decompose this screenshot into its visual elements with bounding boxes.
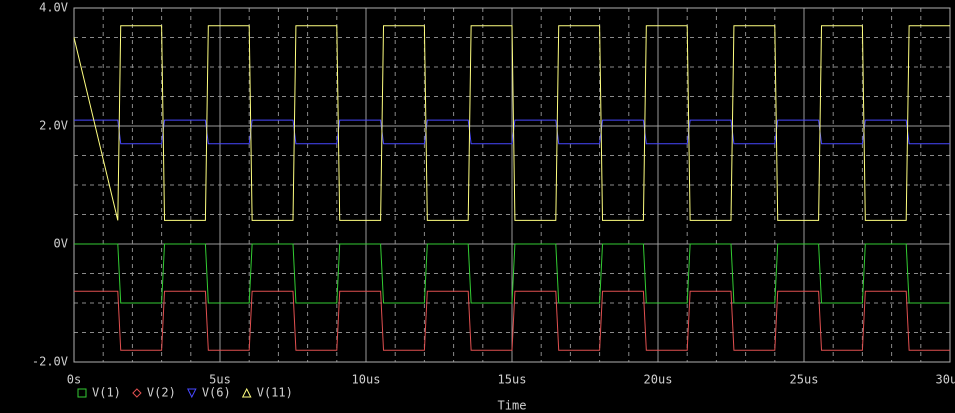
plot-frame xyxy=(73,7,951,363)
series-line xyxy=(73,25,950,221)
series-line xyxy=(74,290,950,351)
legend-marker xyxy=(132,388,142,398)
y-tick-label: -2.0V xyxy=(32,355,68,369)
x-tick-label: 20us xyxy=(644,373,673,387)
x-tick-label: 5us xyxy=(209,373,231,387)
y-tick-label: 0V xyxy=(54,237,68,251)
x-tick-label: 25us xyxy=(790,373,819,387)
legend-label: V(2) xyxy=(147,386,176,400)
x-tick-label: 10us xyxy=(352,373,381,387)
x-tick-label: 0s xyxy=(67,373,81,387)
legend-label: V(11) xyxy=(257,386,293,400)
legend-marker xyxy=(77,388,87,398)
legend-marker xyxy=(241,387,252,398)
y-tick-label: 2.0V xyxy=(39,119,68,133)
legend-label: V(6) xyxy=(202,386,231,400)
y-tick-label: 4.0V xyxy=(39,1,68,15)
legend-label: V(1) xyxy=(92,386,121,400)
x-axis-label: Time xyxy=(498,399,527,413)
x-tick-label: 15us xyxy=(498,373,527,387)
x-tick-label: 30us xyxy=(936,373,955,387)
series-line xyxy=(74,243,950,304)
legend-marker xyxy=(187,388,197,399)
